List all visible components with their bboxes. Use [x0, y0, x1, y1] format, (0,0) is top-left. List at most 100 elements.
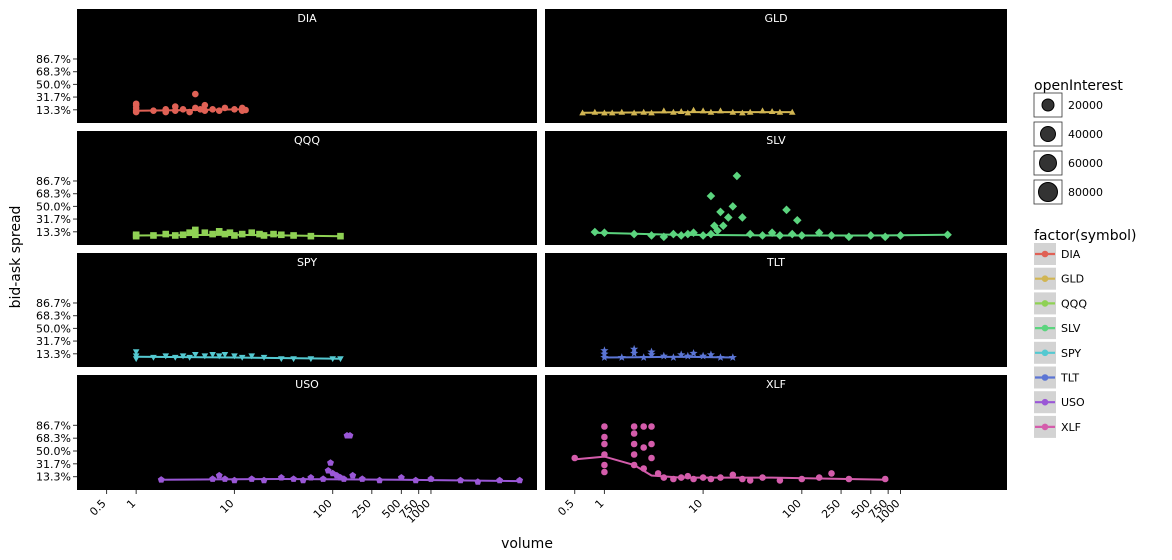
legend-color-label: TLT [1060, 372, 1079, 385]
data-point [724, 213, 733, 222]
panel-gld: GLD [545, 9, 1007, 123]
legend-color-label: SLV [1061, 322, 1081, 335]
legend-size-label: 80000 [1068, 186, 1103, 199]
data-point [132, 100, 140, 108]
x-tick-label: 0.5 [87, 497, 109, 519]
data-point [640, 444, 647, 451]
data-point [630, 451, 638, 458]
data-point [630, 344, 639, 353]
legend-color-marker [1041, 324, 1049, 332]
panel-background [77, 131, 537, 245]
data-point [346, 432, 354, 439]
y-tick-label: 86.7% [36, 53, 71, 66]
y-tick-label: 31.7% [36, 335, 71, 348]
legend: openInterest factor(symbol) 20000 40000 60… [1033, 78, 1137, 438]
panel-strip-title: USO [295, 378, 319, 391]
panel-strip-title: SLV [766, 134, 786, 147]
data-point [132, 349, 140, 356]
panels-layer: DIA86.7%68.3%50.0%31.7%13.3%GLDQQQ86.7%6… [36, 9, 1007, 526]
data-point [677, 350, 686, 359]
x-tick-label: 10 [686, 497, 705, 516]
legend-size-label: 20000 [1068, 99, 1103, 112]
x-tick-label: 0.5 [555, 497, 577, 519]
data-point [192, 90, 199, 98]
x-tick-label: 100 [311, 497, 335, 521]
data-point [221, 352, 229, 358]
data-point [729, 471, 737, 479]
legend-color-label: SPY [1061, 347, 1081, 360]
data-point [186, 229, 193, 236]
legend-size-marker [1039, 154, 1057, 172]
x-tick-label: 10 [217, 497, 236, 516]
trend-line [582, 111, 793, 114]
data-point [132, 231, 140, 239]
data-point [209, 352, 216, 358]
legend-color-label: GLD [1061, 273, 1084, 286]
panel-strip-title: TLT [766, 256, 785, 269]
panel-tlt: TLT [545, 253, 1007, 367]
y-tick-label: 31.7% [36, 91, 71, 104]
y-tick-label: 13.3% [36, 471, 71, 484]
trend-line [136, 233, 341, 238]
data-point [647, 350, 656, 359]
data-point [782, 205, 791, 215]
legend-color-label: USO [1061, 396, 1085, 409]
panel-spy: SPY 86.7%68.3%50.0%31.7%13.3% [36, 253, 537, 367]
y-tick-label: 86.7% [36, 175, 71, 188]
panel-background [545, 375, 1007, 490]
trend-line [604, 355, 733, 359]
data-point [192, 352, 199, 358]
data-point [718, 221, 728, 231]
legend-color-label: DIA [1061, 248, 1081, 261]
data-point [788, 108, 796, 115]
legend-color-title: factor(symbol) [1034, 228, 1137, 244]
trend-line [136, 355, 341, 360]
data-point [248, 353, 256, 360]
trend-line [574, 455, 889, 481]
data-point [215, 471, 223, 479]
x-axis-label: volume [501, 536, 553, 552]
panel-background [545, 131, 1007, 245]
data-point [716, 207, 725, 217]
data-point [630, 440, 638, 448]
legend-color-marker [1041, 374, 1049, 381]
data-point [659, 351, 668, 360]
legend-color-marker [1041, 300, 1049, 307]
panel-background [77, 253, 537, 367]
data-point [828, 470, 835, 477]
legend-size-marker [1038, 182, 1058, 202]
data-point [248, 229, 256, 236]
data-point [349, 471, 357, 479]
data-point [648, 423, 655, 430]
data-point [792, 215, 802, 225]
data-point [162, 230, 170, 238]
data-point [630, 349, 639, 357]
data-point [327, 459, 334, 466]
data-point [192, 226, 199, 234]
data-point [689, 349, 698, 357]
panel-strip-title: XLF [766, 378, 786, 391]
data-point [630, 423, 638, 430]
y-tick-label: 31.7% [36, 213, 71, 226]
x-tick-label: 1 [592, 497, 606, 511]
data-point [706, 191, 716, 201]
data-point [231, 353, 238, 360]
panel-background [77, 375, 537, 490]
data-point [201, 229, 209, 236]
data-point [571, 454, 579, 462]
legend-color-marker [1041, 349, 1049, 357]
legend-size-label: 40000 [1068, 128, 1103, 141]
legend-size-marker [1041, 98, 1055, 112]
data-point [683, 351, 692, 360]
x-tick-label: 250 [819, 497, 843, 521]
panel-background [545, 253, 1007, 367]
data-point [728, 202, 738, 211]
legend-color-marker [1041, 423, 1049, 431]
y-tick-label: 13.3% [36, 348, 71, 361]
x-tick-label: 250 [350, 497, 374, 521]
y-tick-label: 50.0% [36, 322, 71, 335]
panel-strip-title: GLD [764, 12, 787, 25]
panel-strip-title: SPY [297, 256, 317, 269]
data-point [256, 230, 263, 238]
